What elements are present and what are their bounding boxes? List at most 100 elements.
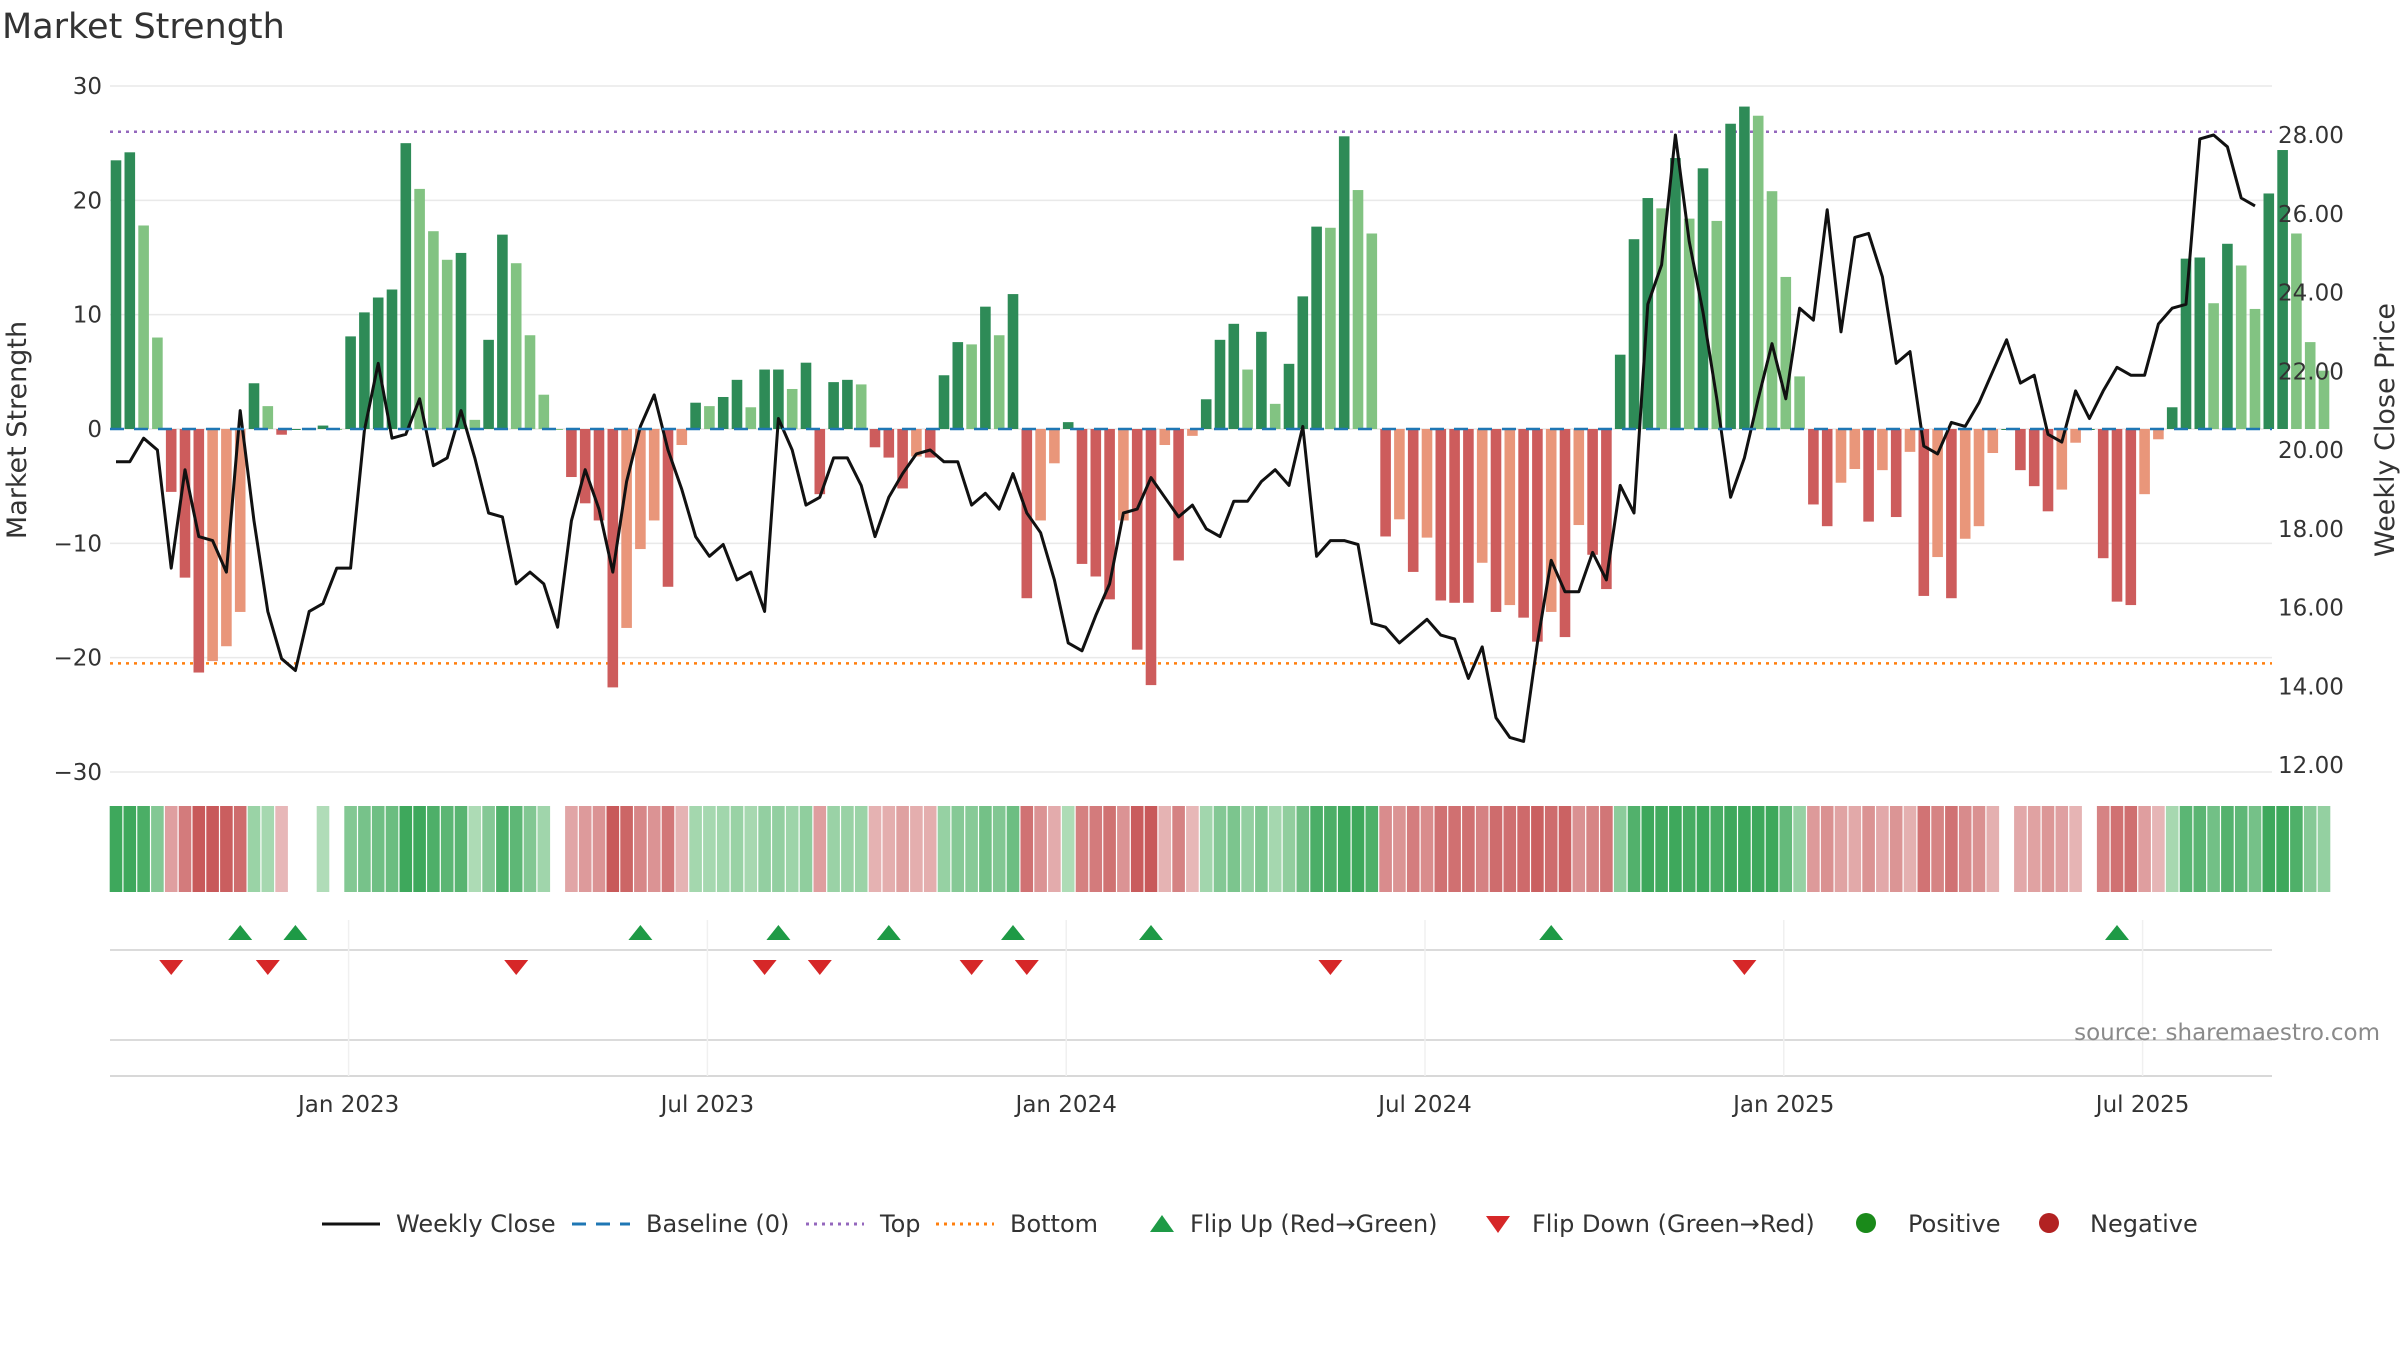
- heat-cell: [385, 806, 399, 892]
- heat-cell: [979, 806, 992, 892]
- strength-bar: [524, 335, 536, 429]
- heat-cell: [2110, 806, 2124, 892]
- strength-bar: [428, 231, 439, 429]
- strength-bar: [1863, 429, 1874, 522]
- heat-cell: [109, 806, 123, 892]
- legend-swatch-flip-up: [1150, 1215, 1174, 1232]
- heat-cell: [275, 806, 288, 892]
- strength-bar: [2180, 258, 2192, 429]
- y-left-tick-label: −20: [53, 646, 102, 672]
- heat-cell: [716, 806, 730, 892]
- strength-bar: [1076, 429, 1088, 564]
- flip-up-marker: [766, 925, 791, 940]
- y-right-tick-label: 16.00: [2278, 596, 2344, 622]
- heat-cell: [1848, 806, 1862, 892]
- strength-bar: [1062, 422, 1074, 429]
- heat-cell: [192, 806, 206, 892]
- strength-bar: [1325, 227, 1336, 429]
- strength-bar: [786, 388, 798, 429]
- strength-bar: [1380, 429, 1391, 537]
- y-right-tick-label: 28.00: [2278, 123, 2344, 149]
- heat-cell: [1503, 806, 1517, 892]
- strength-bar: [234, 429, 246, 612]
- strength-bars: [110, 106, 2330, 688]
- strength-bar: [497, 234, 508, 429]
- heat-cell: [496, 806, 509, 892]
- strength-bar: [911, 429, 922, 457]
- heat-cell: [371, 806, 385, 892]
- heat-cell: [1475, 806, 1489, 892]
- strength-bar: [152, 337, 163, 429]
- flip-up-marker: [1001, 925, 1025, 940]
- strength-bar: [1766, 191, 1778, 429]
- strength-bar: [248, 383, 260, 429]
- heat-cell: [1006, 806, 1020, 892]
- heat-cell: [1820, 806, 1834, 892]
- heat-cell: [1351, 806, 1365, 892]
- y-left-tick-label: −10: [53, 531, 102, 557]
- strength-bar: [2291, 233, 2302, 429]
- strength-bar: [2139, 429, 2150, 495]
- heat-cell: [137, 806, 150, 892]
- strength-bar: [1394, 429, 1405, 520]
- heat-cell: [606, 806, 620, 892]
- heat-cell: [951, 806, 965, 892]
- flip-down-marker: [752, 960, 777, 975]
- heat-cell: [1517, 806, 1530, 892]
- y-right-tick-label: 22.00: [2278, 359, 2344, 385]
- x-tick-label: Jul 2023: [659, 1092, 755, 1118]
- legend-label: Weekly Close: [396, 1210, 556, 1238]
- strength-bar: [1187, 429, 1198, 436]
- heat-cell: [2165, 806, 2179, 892]
- y-right-tick-label: 26.00: [2278, 202, 2344, 228]
- heat-cell: [1213, 806, 1227, 892]
- heat-cell: [123, 806, 137, 892]
- strength-bar: [717, 396, 729, 429]
- heat-cell: [1586, 806, 1599, 892]
- strength-bar: [1697, 168, 1709, 429]
- strength-bar: [1656, 208, 1667, 429]
- legend-label: Flip Up (Red→Green): [1190, 1210, 1438, 1238]
- heat-cell: [647, 806, 661, 892]
- strength-bar: [1242, 369, 1253, 429]
- flip-up-marker: [2105, 925, 2129, 940]
- strength-bar: [579, 429, 591, 504]
- heat-cell: [1158, 806, 1172, 892]
- strength-bar: [745, 407, 757, 429]
- chart-title: Market Strength: [2, 7, 285, 47]
- strength-bar: [386, 289, 398, 429]
- strength-bar: [773, 369, 784, 429]
- heat-cell: [2234, 806, 2248, 892]
- strength-bar: [1311, 226, 1322, 429]
- strength-bar: [1683, 218, 1695, 429]
- heat-cell: [1048, 806, 1061, 892]
- heat-cell: [1945, 806, 1958, 892]
- strength-bar: [676, 429, 688, 446]
- strength-bar: [1670, 158, 1681, 429]
- heat-cell: [937, 806, 951, 892]
- x-axis: Jan 2023 Jul 2023 Jan 2024 Jul 2024 Jan 2025…: [110, 920, 2272, 1118]
- strength-bar: [1159, 429, 1171, 446]
- heat-cell: [413, 806, 426, 892]
- strength-bar: [1545, 429, 1557, 612]
- strength-bar: [2097, 429, 2109, 559]
- strength-bar: [193, 429, 205, 673]
- strength-bar: [1173, 429, 1184, 561]
- strength-bar: [1780, 276, 1792, 429]
- heat-cell: [1655, 806, 1668, 892]
- y-left-tick-label: 20: [73, 188, 102, 214]
- heat-cell: [247, 806, 261, 892]
- strength-bar: [2028, 429, 2040, 487]
- strength-bar: [221, 429, 232, 647]
- heat-cell: [1600, 806, 1613, 892]
- strength-bar: [441, 259, 453, 429]
- heat-cell: [1296, 806, 1310, 892]
- heat-cell: [854, 806, 868, 892]
- heat-cell: [965, 806, 978, 892]
- heat-cell: [1144, 806, 1158, 892]
- strength-bar: [662, 429, 674, 587]
- heat-cell: [1544, 806, 1558, 892]
- strength-bar: [138, 225, 149, 429]
- strength-bar: [980, 306, 991, 429]
